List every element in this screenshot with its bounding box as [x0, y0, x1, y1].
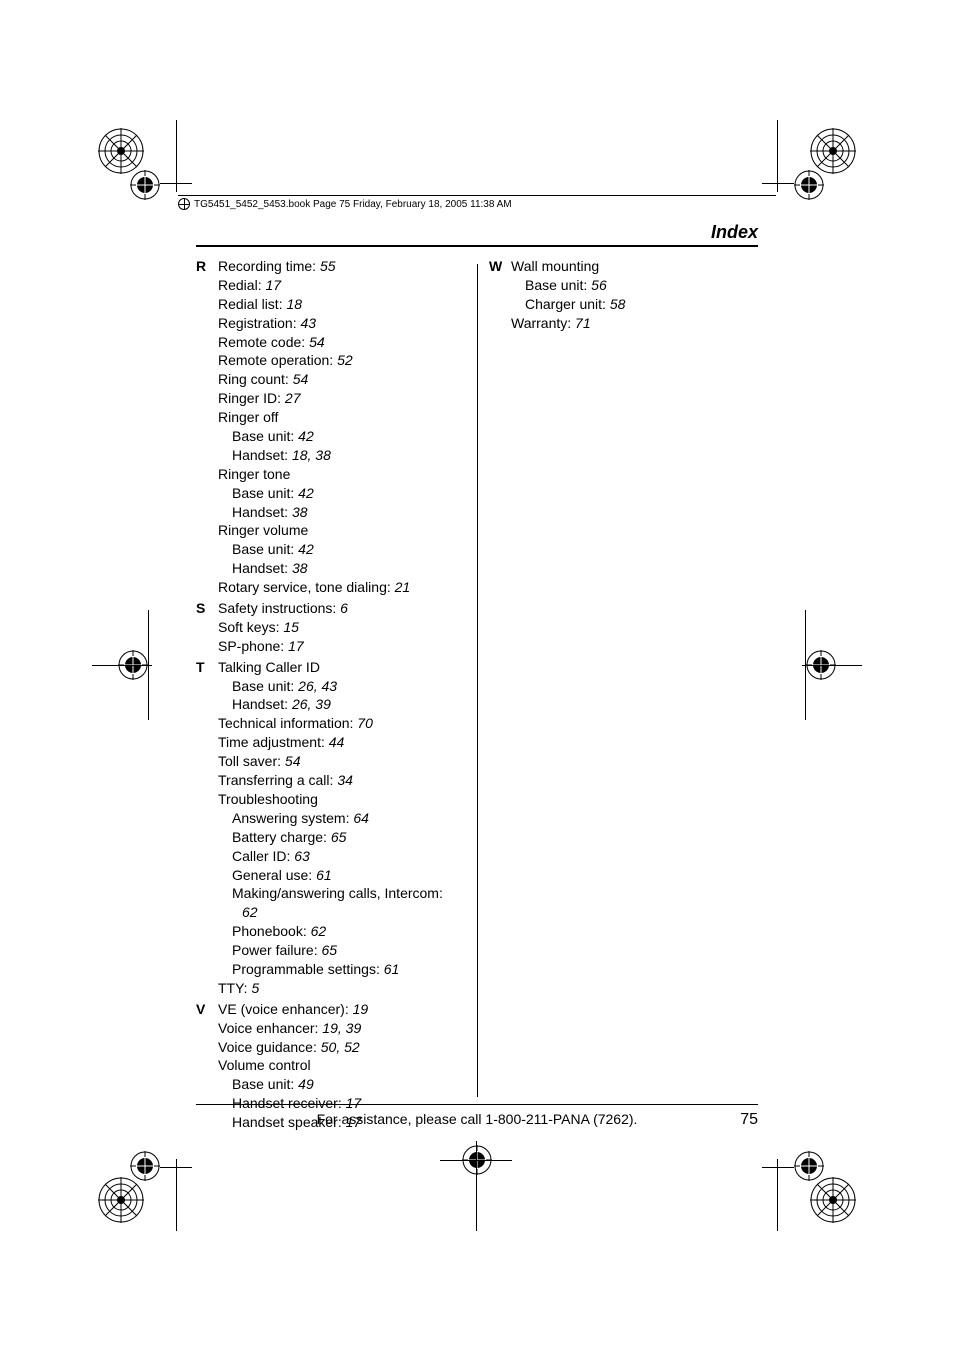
index-entry: Registration: 43: [218, 314, 465, 333]
index-group: TTalking Caller IDBase unit: 26, 43Hands…: [196, 658, 465, 998]
index-entry: Power failure: 65: [218, 941, 465, 960]
index-entry: Handset: 38: [218, 503, 465, 522]
index-letter: R: [196, 257, 218, 597]
document-header: TG5451_5452_5453.book Page 75 Friday, Fe…: [178, 195, 776, 210]
crop-line: [777, 120, 778, 192]
index-entry: Remote operation: 52: [218, 351, 465, 370]
index-entry: Base unit: 56: [511, 276, 758, 295]
footer-text: For assistance, please call 1-800-211-PA…: [246, 1111, 708, 1129]
registration-mark-icon: [794, 170, 824, 200]
crop-line: [176, 120, 177, 192]
index-entry: Redial: 17: [218, 276, 465, 295]
index-entry: Troubleshooting: [218, 790, 465, 809]
index-group: SSafety instructions: 6Soft keys: 15SP-p…: [196, 599, 465, 656]
index-entry: Ringer off: [218, 408, 465, 427]
crop-line: [92, 665, 152, 666]
index-entry: Ring count: 54: [218, 370, 465, 389]
index-entry: Safety instructions: 6: [218, 599, 465, 618]
crop-line: [802, 665, 862, 666]
index-entry: General use: 61: [218, 866, 465, 885]
index-entry: Answering system: 64: [218, 809, 465, 828]
crop-line: [160, 183, 192, 184]
index-entry: Recording time: 55: [218, 257, 465, 276]
index-entries: Safety instructions: 6Soft keys: 15SP-ph…: [218, 599, 465, 656]
crop-line: [160, 1167, 192, 1168]
index-content: RRecording time: 55Redial: 17Redial list…: [196, 257, 758, 1134]
index-letter: W: [489, 257, 511, 333]
index-entry: Handset: 26, 39: [218, 695, 465, 714]
index-entry: Toll saver: 54: [218, 752, 465, 771]
crop-line: [777, 1159, 778, 1231]
index-entry: Volume control: [218, 1056, 465, 1075]
page-title: Index: [196, 222, 758, 247]
index-entry: Ringer tone: [218, 465, 465, 484]
crop-line: [176, 1159, 177, 1231]
column-divider: [477, 264, 478, 1097]
index-entries: Wall mountingBase unit: 56Charger unit: …: [511, 257, 758, 333]
page-content: Index RRecording time: 55Redial: 17Redia…: [196, 222, 758, 1129]
index-entries: Recording time: 55Redial: 17Redial list:…: [218, 257, 465, 597]
header-text: TG5451_5452_5453.book Page 75 Friday, Fe…: [194, 199, 512, 210]
registration-mark-icon: [794, 1151, 824, 1181]
registration-mark-icon: [130, 1151, 160, 1181]
index-entry: Wall mounting: [511, 257, 758, 276]
index-entry: Base unit: 42: [218, 427, 465, 446]
index-entry: Base unit: 42: [218, 484, 465, 503]
registration-mark-icon: [130, 170, 160, 200]
index-entries: Talking Caller IDBase unit: 26, 43Handse…: [218, 658, 465, 998]
index-entry: Remote code: 54: [218, 333, 465, 352]
index-entry: Charger unit: 58: [511, 295, 758, 314]
framemaker-icon: [178, 198, 190, 210]
index-entry: Soft keys: 15: [218, 618, 465, 637]
index-entry: Ringer ID: 27: [218, 389, 465, 408]
crop-line: [440, 1160, 512, 1161]
index-entry: Handset: 38: [218, 559, 465, 578]
index-entry: Redial list: 18: [218, 295, 465, 314]
index-entry: VE (voice enhancer): 19: [218, 1000, 465, 1019]
crop-line: [762, 1167, 794, 1168]
index-entry: Caller ID: 63: [218, 847, 465, 866]
index-left-column: RRecording time: 55Redial: 17Redial list…: [196, 257, 465, 1134]
index-entry: Voice enhancer: 19, 39: [218, 1019, 465, 1038]
index-group: RRecording time: 55Redial: 17Redial list…: [196, 257, 465, 597]
index-entry: 62: [218, 903, 465, 922]
page-number: 75: [708, 1111, 758, 1129]
crop-mark-icon: [810, 128, 856, 174]
index-letter: T: [196, 658, 218, 998]
index-letter: S: [196, 599, 218, 656]
index-entry: Time adjustment: 44: [218, 733, 465, 752]
index-entry: Voice guidance: 50, 52: [218, 1038, 465, 1057]
index-right-column: WWall mountingBase unit: 56Charger unit:…: [489, 257, 758, 1134]
index-entry: Ringer volume: [218, 521, 465, 540]
index-entry: Handset: 18, 38: [218, 446, 465, 465]
index-entry: Base unit: 49: [218, 1075, 465, 1094]
index-entry: Technical information: 70: [218, 714, 465, 733]
crop-mark-icon: [810, 1177, 856, 1223]
crop-line: [762, 183, 794, 184]
index-entry: Base unit: 26, 43: [218, 677, 465, 696]
index-entry: TTY: 5: [218, 979, 465, 998]
index-entry: Talking Caller ID: [218, 658, 465, 677]
index-entry: Base unit: 42: [218, 540, 465, 559]
page-footer: For assistance, please call 1-800-211-PA…: [196, 1104, 758, 1129]
crop-mark-icon: [98, 128, 144, 174]
index-entry: Rotary service, tone dialing: 21: [218, 578, 465, 597]
crop-line: [476, 1141, 477, 1231]
index-entry: Programmable settings: 61: [218, 960, 465, 979]
index-group: WWall mountingBase unit: 56Charger unit:…: [489, 257, 758, 333]
index-entry: Warranty: 71: [511, 314, 758, 333]
index-entry: Battery charge: 65: [218, 828, 465, 847]
index-entry: SP-phone: 17: [218, 637, 465, 656]
index-entry: Transferring a call: 34: [218, 771, 465, 790]
index-entry: Making/answering calls, Intercom:: [218, 884, 465, 903]
crop-mark-icon: [98, 1177, 144, 1223]
index-entry: Phonebook: 62: [218, 922, 465, 941]
